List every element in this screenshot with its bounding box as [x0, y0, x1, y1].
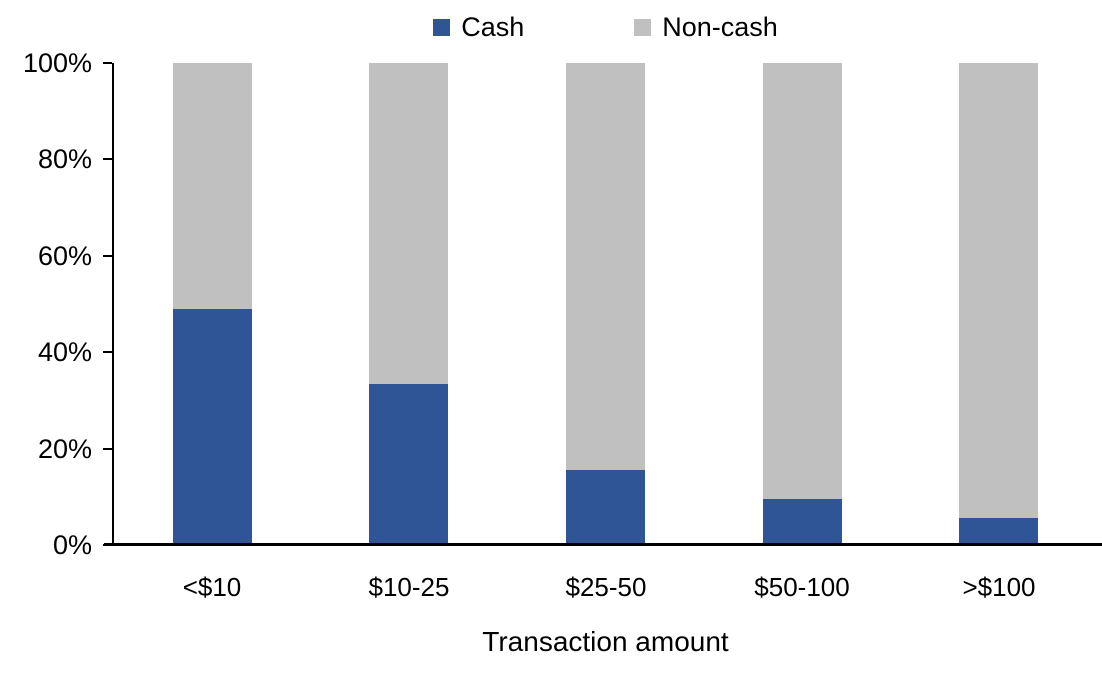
x-tick-label-10: <$10: [182, 572, 242, 602]
x-axis-title: Transaction amount: [482, 626, 729, 657]
y-tick-20: [103, 448, 112, 450]
y-tick-label-40: 40%: [37, 337, 92, 367]
x-tick-label-25-50: $25-50: [565, 572, 647, 602]
y-tick-40: [103, 351, 112, 353]
x-axis-line: [104, 543, 1102, 546]
bar-non-cash-50-100: [763, 63, 842, 499]
y-tick-label-0: 0%: [52, 530, 92, 560]
bar-non-cash-25-50: [566, 63, 645, 470]
y-tick-label-20: 20%: [37, 434, 92, 464]
legend-swatch-non-cash-icon: [634, 18, 652, 36]
y-axis-line: [112, 63, 114, 545]
legend-label: Non-cash: [662, 12, 778, 42]
legend-item-cash: Cash: [433, 12, 524, 42]
legend-swatch-cash-icon: [433, 18, 451, 36]
y-tick-label-100: 100%: [22, 48, 92, 78]
bar-non-cash-100: [959, 63, 1038, 518]
y-tick-80: [103, 158, 112, 160]
bar-cash-10-25: [369, 384, 448, 545]
x-tick-label-10-25: $10-25: [368, 572, 450, 602]
chart-legend: Cash Non-cash: [114, 8, 1097, 46]
bar-non-cash-10: [173, 63, 252, 309]
bar-cash-100: [959, 518, 1038, 545]
bar-cash-50-100: [763, 499, 842, 545]
y-tick-label-60: 60%: [37, 241, 92, 271]
plot-area: [114, 63, 1097, 545]
x-tick-label-100: >$100: [962, 572, 1036, 602]
y-tick-100: [103, 62, 112, 64]
legend-item-non-cash: Non-cash: [634, 12, 778, 42]
legend-label: Cash: [461, 12, 525, 42]
bar-cash-10: [173, 309, 252, 545]
bar-non-cash-10-25: [369, 63, 448, 384]
y-tick-60: [103, 255, 112, 257]
bar-cash-25-50: [566, 470, 645, 545]
y-tick-label-80: 80%: [37, 144, 92, 174]
x-tick-label-50-100: $50-100: [754, 572, 850, 602]
